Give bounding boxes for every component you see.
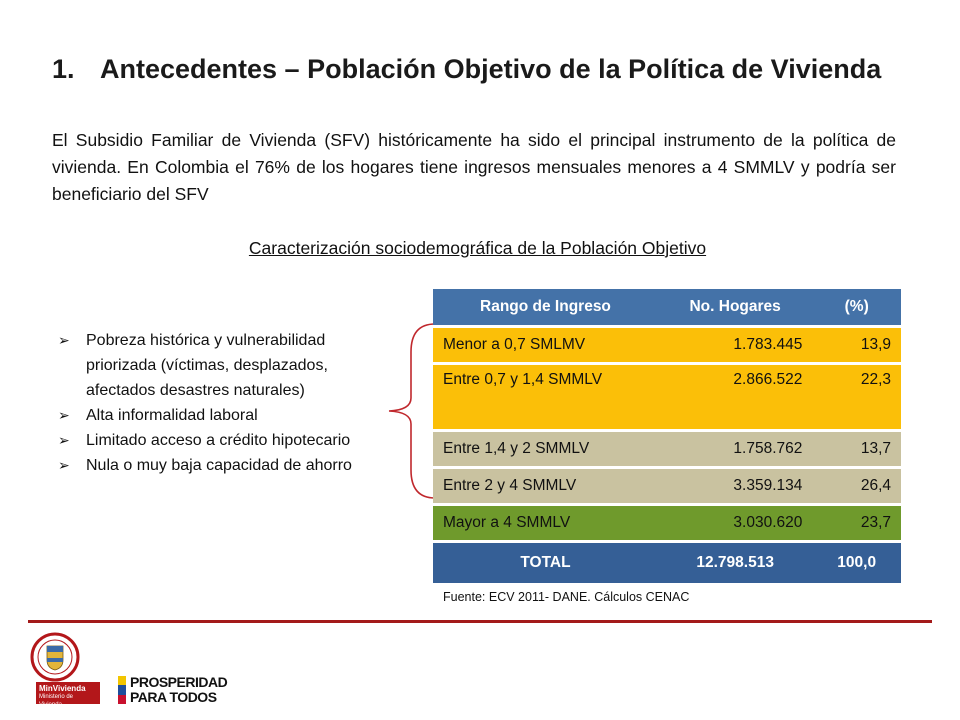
cell-hogares: 2.866.522 bbox=[657, 365, 813, 429]
header-pct: (%) bbox=[812, 289, 901, 325]
cell-hogares: 1.783.445 bbox=[657, 328, 813, 362]
header-rango: Rango de Ingreso bbox=[433, 289, 658, 325]
arrow-bullet-icon: ➢ bbox=[58, 332, 70, 348]
bullet-text: Nula o muy baja capacidad de ahorro bbox=[86, 457, 352, 474]
cell-pct: 13,7 bbox=[812, 432, 901, 466]
cell-hogares: 3.030.620 bbox=[657, 506, 813, 540]
ministry-name: MinVivienda bbox=[39, 684, 86, 693]
bullet-item: ➢ Limitado acceso a crédito hipotecario bbox=[58, 428, 380, 453]
slogan-line1: PROSPERIDAD bbox=[130, 674, 228, 690]
slogan-line2: PARA TODOS bbox=[130, 689, 217, 705]
arrow-bullet-icon: ➢ bbox=[58, 432, 70, 448]
bullet-item: ➢ Nula o muy baja capacidad de ahorro bbox=[58, 453, 380, 478]
cell-rango: Mayor a 4 SMMLV bbox=[433, 506, 658, 540]
section-subtitle: Caracterización sociodemográfica de la P… bbox=[248, 238, 707, 258]
footer-divider bbox=[28, 620, 932, 623]
cell-pct: 23,7 bbox=[812, 506, 901, 540]
bullet-list: ➢ Pobreza histórica y vulnerabilidad prio… bbox=[58, 328, 380, 478]
total-pct: 100,0 bbox=[812, 543, 901, 583]
bullet-text: Pobreza histórica y vulnerabilidad prior… bbox=[86, 332, 328, 399]
slogan-text: PROSPERIDAD PARA TODOS bbox=[130, 674, 228, 705]
ministry-logo: MinVivienda Ministerio de Vivienda bbox=[36, 682, 100, 708]
cell-rango: Entre 2 y 4 SMMLV bbox=[433, 469, 658, 503]
cell-rango: Entre 0,7 y 1,4 SMMLV bbox=[433, 365, 658, 429]
cell-rango: Menor a 0,7 SMLMV bbox=[433, 328, 658, 362]
ministry-subtitle: Ministerio de Vivienda bbox=[39, 694, 74, 708]
arrow-bullet-icon: ➢ bbox=[58, 407, 70, 423]
page-title: 1. Antecedentes – Población Objetivo de l… bbox=[52, 54, 932, 85]
arrow-bullet-icon: ➢ bbox=[58, 457, 70, 473]
title-text: Antecedentes – Población Objetivo de la … bbox=[100, 54, 882, 84]
total-hogares: 12.798.513 bbox=[657, 543, 813, 583]
bullet-text: Alta informalidad laboral bbox=[86, 407, 258, 424]
table-header-row: Rango de Ingreso No. Hogares (%) bbox=[433, 289, 901, 325]
brace-connector-icon bbox=[388, 323, 436, 499]
bullet-item: ➢ Pobreza histórica y vulnerabilidad prio… bbox=[58, 328, 380, 403]
cell-pct: 22,3 bbox=[812, 365, 901, 429]
table-row: Entre 0,7 y 1,4 SMMLV 2.866.522 22,3 bbox=[433, 365, 901, 429]
table-row: Mayor a 4 SMMLV 3.030.620 23,7 bbox=[433, 506, 901, 540]
table-row: Menor a 0,7 SMLMV 1.783.445 13,9 bbox=[433, 328, 901, 362]
bullet-item: ➢ Alta informalidad laboral bbox=[58, 403, 380, 428]
cell-rango: Entre 1,4 y 2 SMMLV bbox=[433, 432, 658, 466]
source-note: Fuente: ECV 2011- DANE. Cálculos CENAC bbox=[443, 590, 690, 604]
cell-pct: 13,9 bbox=[812, 328, 901, 362]
flag-stripe-icon bbox=[118, 676, 126, 704]
bullet-text: Limitado acceso a crédito hipotecario bbox=[86, 432, 351, 449]
table-total-row: TOTAL 12.798.513 100,0 bbox=[433, 543, 901, 583]
cell-pct: 26,4 bbox=[812, 469, 901, 503]
title-number: 1. bbox=[52, 54, 75, 84]
coat-of-arms-icon bbox=[30, 632, 80, 682]
cell-hogares: 3.359.134 bbox=[657, 469, 813, 503]
table-row: Entre 2 y 4 SMMLV 3.359.134 26,4 bbox=[433, 469, 901, 503]
income-table: Rango de Ingreso No. Hogares (%) Menor a… bbox=[433, 286, 901, 586]
cell-hogares: 1.758.762 bbox=[657, 432, 813, 466]
intro-paragraph: El Subsidio Familiar de Vivienda (SFV) h… bbox=[52, 130, 896, 204]
total-label: TOTAL bbox=[433, 543, 658, 583]
table-row: Entre 1,4 y 2 SMMLV 1.758.762 13,7 bbox=[433, 432, 901, 466]
header-hogares: No. Hogares bbox=[657, 289, 813, 325]
